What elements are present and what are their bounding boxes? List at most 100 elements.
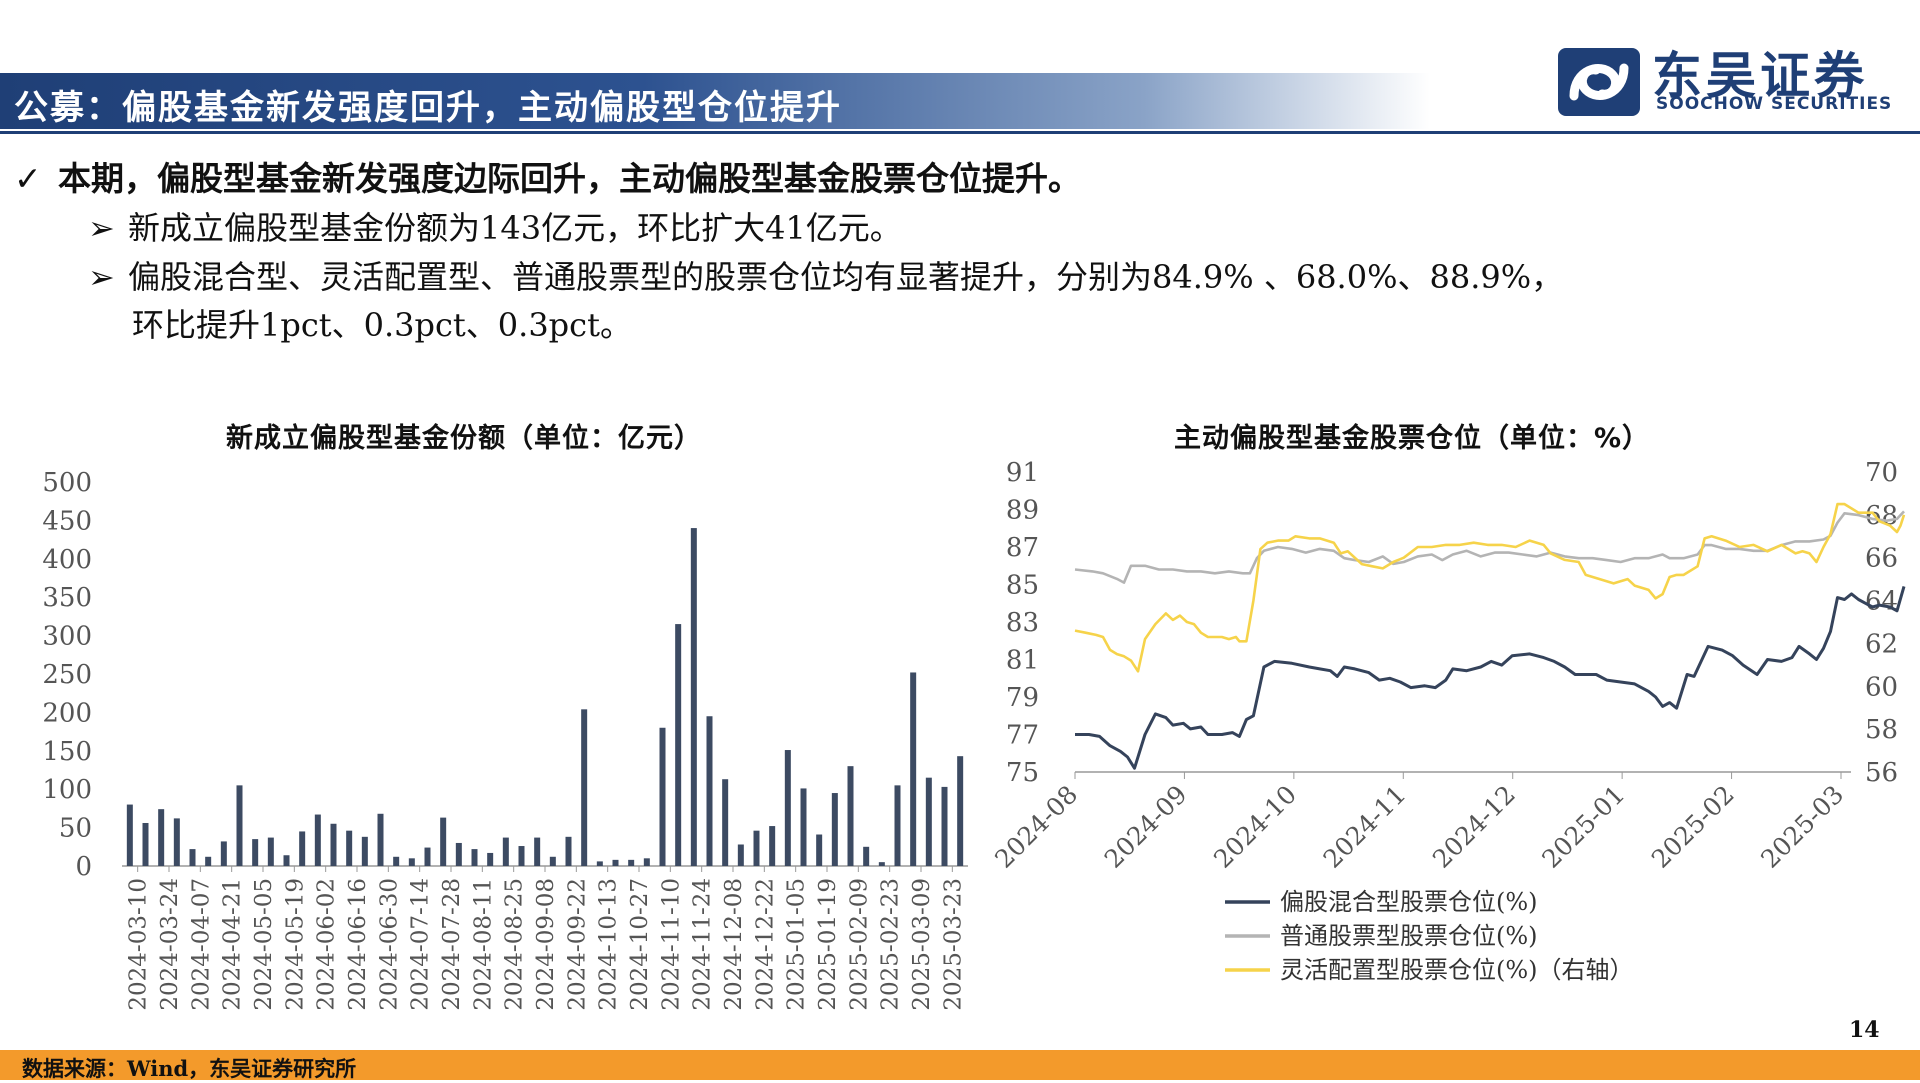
bar: [283, 855, 290, 866]
bar: [706, 716, 713, 866]
y-tick-label: 400: [42, 545, 92, 575]
bar: [424, 847, 431, 866]
bar: [158, 809, 165, 866]
title-band: [0, 73, 1430, 129]
x-tick-label: 2024-10: [1208, 780, 1302, 874]
bar: [408, 858, 415, 866]
x-tick-label: 2025-01-19: [815, 878, 841, 1011]
x-tick-label: 2024-07-28: [439, 878, 465, 1011]
bar: [314, 814, 321, 866]
bar: [581, 709, 588, 866]
y-left-tick-label: 79: [1006, 683, 1039, 713]
bar: [800, 788, 807, 866]
y-right-tick-label: 60: [1865, 672, 1898, 702]
bar-chart-title: 新成立偏股型基金份额（单位：亿元）: [226, 423, 702, 454]
bar: [643, 858, 650, 866]
y-right-tick-label: 70: [1865, 458, 1898, 488]
line-chart-title: 主动偏股型基金股票仓位（单位：%）: [1174, 423, 1651, 454]
x-tick-label: 2025-03: [1755, 780, 1849, 874]
y-tick-label: 50: [59, 814, 92, 844]
x-tick-label: 2024-11: [1318, 780, 1412, 874]
check-icon: ✓: [14, 159, 42, 198]
bar: [126, 804, 133, 866]
y-right-tick-label: 58: [1865, 715, 1898, 745]
y-tick-label: 0: [75, 852, 92, 882]
y-left-tick-label: 81: [1006, 646, 1039, 676]
main-bullet: ✓ 本期，偏股型基金新发强度边际回升，主动偏股型基金股票仓位提升。: [14, 152, 1081, 200]
bar: [299, 831, 306, 866]
x-tick-label: 2024-11-10: [658, 878, 684, 1011]
bar: [142, 822, 149, 866]
bar: [518, 846, 525, 866]
bar: [847, 766, 854, 866]
bar: [628, 859, 635, 866]
bar: [784, 750, 791, 866]
y-left-tick-label: 83: [1006, 608, 1039, 638]
bar: [205, 856, 212, 866]
sub-bullet-1: ➢ 新成立偏股型基金份额为143亿元，环比扩大41亿元。: [88, 203, 902, 249]
bar: [252, 839, 259, 866]
bar: [471, 849, 478, 866]
bar: [330, 823, 337, 866]
y-left-tick-label: 87: [1006, 533, 1039, 563]
x-tick-label: 2024-08-11: [470, 878, 496, 1011]
bar: [173, 818, 180, 866]
soochow-logo-icon: [1558, 48, 1640, 116]
bar: [393, 856, 400, 866]
sub-bullet-1-text: 新成立偏股型基金份额为143亿元，环比扩大41亿元。: [128, 209, 902, 247]
y-left-tick-label: 85: [1006, 571, 1039, 601]
x-tick-label: 2024-03-10: [126, 878, 152, 1011]
bar: [267, 837, 274, 866]
bar: [925, 777, 932, 866]
bar: [957, 756, 964, 866]
y-tick-label: 500: [42, 468, 92, 498]
bar: [565, 836, 572, 866]
x-tick-label: 2025-02: [1646, 780, 1740, 874]
x-tick-label: 2024-06-16: [345, 878, 371, 1011]
series-line-mixed: [1075, 585, 1906, 770]
y-right-tick-label: 64: [1865, 587, 1898, 617]
arrow-bullet-icon: ➢: [88, 209, 115, 247]
sub-bullet-2: ➢ 偏股混合型、灵活配置型、普通股票型的股票仓位均有显著提升，分别为84.9% 、…: [88, 252, 1563, 298]
y-tick-label: 250: [42, 660, 92, 690]
bar: [440, 817, 447, 866]
x-tick-label: 2024-12: [1427, 780, 1521, 874]
x-tick-label: 2025-01-05: [784, 878, 810, 1011]
y-tick-label: 300: [42, 622, 92, 652]
bar: [346, 830, 353, 866]
legend-label: 偏股混合型股票仓位(%): [1280, 888, 1538, 916]
y-right-tick-label: 56: [1865, 758, 1898, 788]
bar: [753, 830, 760, 866]
bar: [941, 786, 948, 866]
bar: [377, 813, 384, 866]
legend-label: 灵活配置型股票仓位(%)（右轴）: [1280, 956, 1634, 984]
bar-chart: 0 50 100 150 200 250 300 350 400 450 500 2024-03-10…: [42, 468, 968, 1011]
y-tick-label: 200: [42, 698, 92, 728]
bar: [220, 841, 227, 866]
x-tick-label: 2025-03-23: [940, 878, 966, 1011]
x-tick-label: 2024-09-08: [533, 878, 559, 1011]
x-tick-label: 2024-11-24: [690, 878, 716, 1011]
bar: [549, 856, 556, 866]
bar: [502, 837, 509, 866]
y-left-tick-label: 89: [1006, 496, 1039, 526]
bar: [596, 861, 603, 866]
bar: [722, 779, 729, 866]
x-tick-label: 2024-04-07: [188, 878, 214, 1011]
x-tick-label: 2024-12-22: [752, 878, 778, 1011]
y-tick-label: 350: [42, 583, 92, 613]
x-tick-label: 2024-03-24: [157, 878, 183, 1011]
legend-label: 普通股票型股票仓位(%): [1280, 922, 1538, 950]
y-right-tick-label: 66: [1865, 544, 1898, 574]
x-tick-label: 2024-06-02: [314, 878, 340, 1011]
x-tick-label: 2024-09-22: [564, 878, 590, 1011]
sub-bullet-2-text: 偏股混合型、灵活配置型、普通股票型的股票仓位均有显著提升，分别为84.9% 、6…: [128, 258, 1564, 296]
bar: [910, 672, 917, 866]
x-tick-label: 2025-02-09: [846, 878, 872, 1011]
bar: [690, 528, 697, 866]
bar: [487, 852, 494, 866]
page-title: 公募：偏股基金新发强度回升，主动偏股型仓位提升: [14, 88, 842, 128]
header-rule: [0, 131, 1920, 134]
y-right-tick-label: 62: [1865, 629, 1898, 659]
page-number: 14: [1849, 1017, 1880, 1043]
